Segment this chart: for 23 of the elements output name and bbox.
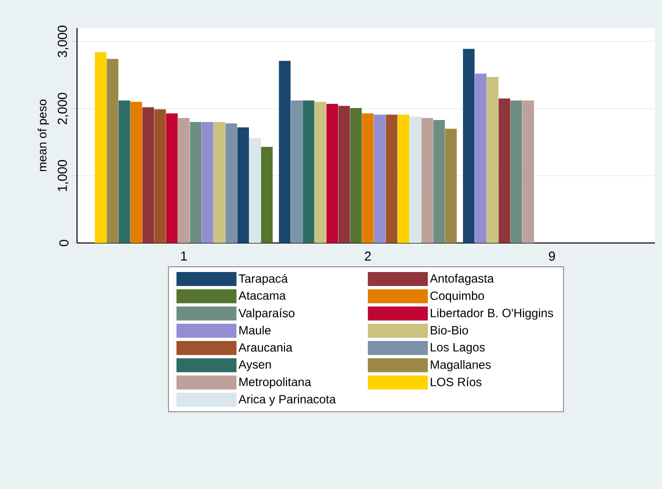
legend-label: Aysen bbox=[238, 360, 271, 372]
legend-label: Magallanes bbox=[430, 360, 491, 372]
legend-label: Tarapacá bbox=[238, 274, 288, 286]
legend-label: Atacama bbox=[238, 291, 286, 300]
y-tick-label: 1,000 bbox=[58, 160, 68, 192]
y-tick-label: 3,000 bbox=[58, 26, 68, 58]
legend-label: Bio-Bio bbox=[430, 326, 468, 335]
x-tick-label: 1 bbox=[181, 252, 187, 260]
legend-label: Libertador B. O'Higgins bbox=[430, 308, 554, 320]
legend-label: Antofagasta bbox=[430, 274, 494, 286]
legend-label: Metropolitana bbox=[239, 377, 312, 389]
legend-label: Los Lagos bbox=[430, 343, 485, 354]
legend-label: Araucania bbox=[238, 342, 292, 352]
legend-label: LOS Ríos bbox=[430, 377, 482, 386]
legend-label: Valparaíso bbox=[238, 308, 294, 320]
legend-label: Arica y Parinacota bbox=[238, 394, 336, 406]
legend-label: Maule bbox=[239, 326, 271, 335]
x-tick-label: 9 bbox=[548, 252, 555, 261]
x-tick-label: 2 bbox=[364, 252, 371, 261]
legend-label: Coquimbo bbox=[430, 291, 484, 302]
y-tick-label: 2,000 bbox=[58, 92, 68, 124]
y-tick-label: 0 bbox=[59, 240, 68, 246]
y-axis-title: mean of peso bbox=[38, 100, 49, 172]
